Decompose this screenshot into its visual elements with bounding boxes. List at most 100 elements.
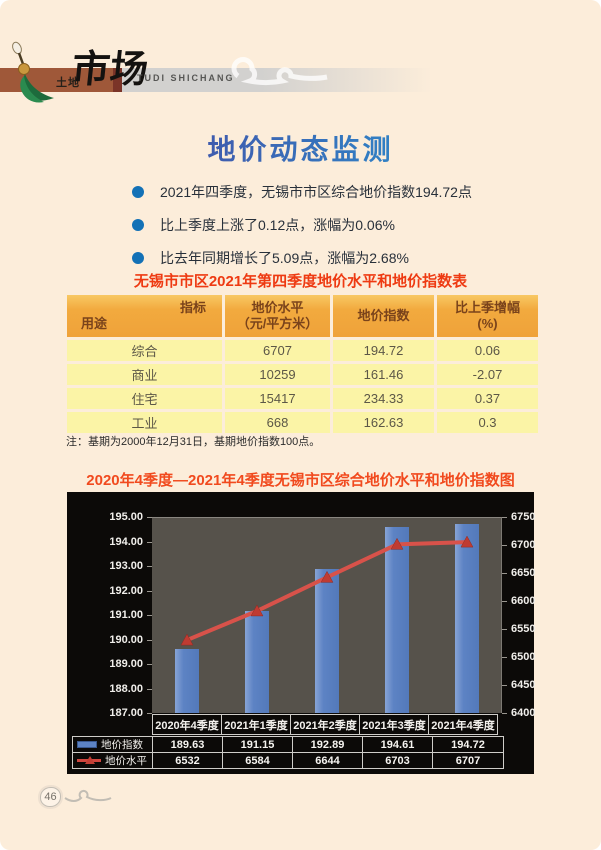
cell-price: 6707 <box>225 340 330 361</box>
bullet-item: 2021年四季度，无锡市市区综合地价指数194.72点 <box>132 182 472 202</box>
bullet-item: 比去年同期增长了5.09点，涨幅为2.68% <box>132 248 472 268</box>
table-row: 住宅 15417 234.33 0.37 <box>67 388 538 409</box>
page-number-badge: 46 <box>40 787 61 807</box>
left-axis-tick-label: 190.00 <box>109 633 143 646</box>
category-cell: 2021年1季度 <box>221 714 291 735</box>
legend-value-cell: 189.63 <box>153 737 223 752</box>
bullet-dot-icon <box>132 219 144 231</box>
bullet-item: 比上季度上涨了0.12点，涨幅为0.06% <box>132 215 472 235</box>
page-number: 46 <box>40 787 113 807</box>
bar-2020年4季度 <box>175 648 199 713</box>
column-header-line: 比上季增幅 <box>454 299 520 315</box>
legend-value-cell: 194.72 <box>451 738 485 751</box>
legend-value-cell: 6703 <box>363 753 433 768</box>
combo-chart: 2020年4季度 2021年1季度 2021年2季度 2021年3季度 2021年4季度… <box>67 492 536 774</box>
line-marker-triangle-icon <box>250 604 264 617</box>
right-axis-tick-mark <box>502 713 507 714</box>
bullet-dot-icon <box>132 186 144 198</box>
legend-row-level: 地价水平 6532 6584 6644 6703 6707 <box>73 752 503 768</box>
cell-use: 工业 <box>67 412 222 433</box>
legend-value-cell: 194.61 <box>363 737 433 752</box>
corner-label-indicator: 指标 <box>179 300 206 315</box>
right-axis-tick-mark <box>502 685 507 686</box>
chart-plot-area <box>152 517 502 713</box>
left-axis-tick-label: 195.00 <box>109 511 143 523</box>
logo-cn-small: 土地 <box>56 77 80 89</box>
cell-use: 商业 <box>67 364 222 385</box>
bar-2021年3季度 <box>385 526 409 713</box>
bullet-text: 比去年同期增长了5.09点，涨幅为2.68% <box>160 250 409 266</box>
column-header-price: 地价水平 （元/平方米） <box>225 295 330 337</box>
logo-en: TUDI SHICHANG <box>137 73 235 83</box>
legend-value-cell: 6644 <box>293 753 363 768</box>
table-row: 工业 668 162.63 0.3 <box>67 412 538 433</box>
cell-price: 15417 <box>225 388 330 409</box>
cell-index: 161.46 <box>333 364 434 385</box>
cell-change: 0.3 <box>437 412 538 433</box>
left-axis-tick-mark <box>147 713 152 714</box>
legend-value-cell: 192.89 <box>293 737 363 752</box>
category-cell: 2021年4季度 <box>428 714 498 735</box>
chart-legend-table: 地价指数 189.63 191.15 192.89 194.61 194.72 地价水平… <box>72 736 504 769</box>
legend-value-cell: 191.15 <box>223 737 293 752</box>
line-marker-triangle-icon <box>320 570 334 583</box>
cell-change: -2.07 <box>437 364 538 385</box>
cell-change: 0.37 <box>437 388 538 409</box>
right-axis-tick-label: 6450 <box>511 679 536 691</box>
summary-bullets: 2021年四季度，无锡市市区综合地价指数194.72点 比上季度上涨了0.12点… <box>132 182 472 281</box>
left-axis-tick-label: 188.00 <box>109 682 143 695</box>
right-axis-tick-label: 6550 <box>511 623 536 635</box>
category-cell: 2020年4季度 <box>152 714 222 735</box>
right-axis-tick-mark <box>502 517 507 518</box>
left-axis-tick-mark <box>147 664 152 665</box>
chart-title: 2020年4季度—2021年4季度无锡市区综合地价水平和地价指数图 <box>86 472 515 489</box>
cell-use: 住宅 <box>67 388 222 409</box>
legend-value-cell: 6532 <box>153 753 223 768</box>
left-axis-tick-mark <box>147 615 152 616</box>
left-axis-tick-label: 192.00 <box>109 584 143 597</box>
column-header-line: 地价指数 <box>357 307 410 323</box>
page-title: 地价动态监测 <box>0 128 601 168</box>
left-axis-tick-mark <box>147 688 152 690</box>
bullet-dot-icon <box>132 252 144 264</box>
table-footnote: 注：基期为2000年12月31日，基期地价指数100点。 <box>66 436 321 448</box>
cell-use: 综合 <box>67 340 222 361</box>
line-series <box>180 535 474 646</box>
left-axis-tick-mark <box>147 541 152 543</box>
right-axis-tick-mark <box>502 545 507 546</box>
legend-row-index: 地价指数 189.63 191.15 192.89 194.61 194.72 <box>73 737 503 752</box>
legend-cell: 地价水平 <box>73 753 153 768</box>
category-cell: 2021年2季度 <box>290 714 360 735</box>
table-row: 商业 10259 161.46 -2.07 <box>67 364 538 385</box>
bullet-text: 2021年四季度，无锡市市区综合地价指数194.72点 <box>160 184 472 200</box>
bar-2021年1季度 <box>245 611 269 713</box>
right-axis-tick-mark <box>502 657 507 658</box>
right-axis-tick-label: 6500 <box>511 651 536 663</box>
left-axis-tick-mark <box>147 590 152 592</box>
chart-category-row: 2020年4季度 2021年1季度 2021年2季度 2021年3季度 2021年4季度 <box>152 714 498 735</box>
right-axis-tick-mark <box>502 601 507 602</box>
right-axis-tick-mark <box>502 573 507 574</box>
left-axis-tick-label: 194.00 <box>109 535 143 548</box>
left-axis-tick-label: 193.00 <box>109 560 143 572</box>
left-axis-tick-mark <box>147 639 152 641</box>
price-table-title: 无锡市市区2021年第四季度地价水平和地价指数表 <box>133 273 468 290</box>
bullet-text: 比上季度上涨了0.12点，涨幅为0.06% <box>160 217 395 233</box>
bar-series-swatch-icon <box>77 741 97 748</box>
column-header-line: (%) <box>477 316 498 331</box>
cell-index: 194.72 <box>333 340 434 361</box>
right-axis-tick-label: 6750 <box>511 511 536 523</box>
column-header-index: 地价指数 <box>333 295 434 337</box>
bar-2021年2季度 <box>315 568 339 713</box>
header-band-cap <box>113 68 122 92</box>
line-marker-triangle-icon <box>390 537 404 550</box>
legend-label: 地价指数 <box>101 739 143 751</box>
price-table: 指标 用途 地价水平 （元/平方米） 地价指数 比上季增幅 (%) 综合 <box>64 292 541 436</box>
left-axis-tick-label: 189.00 <box>109 658 143 670</box>
cell-price: 668 <box>225 412 330 433</box>
column-header-change: 比上季增幅 (%) <box>437 295 538 337</box>
legend-value-cell: 6707 <box>455 754 481 767</box>
left-axis-tick-label: 187.00 <box>109 707 143 719</box>
line-marker-triangle-icon <box>180 633 194 646</box>
